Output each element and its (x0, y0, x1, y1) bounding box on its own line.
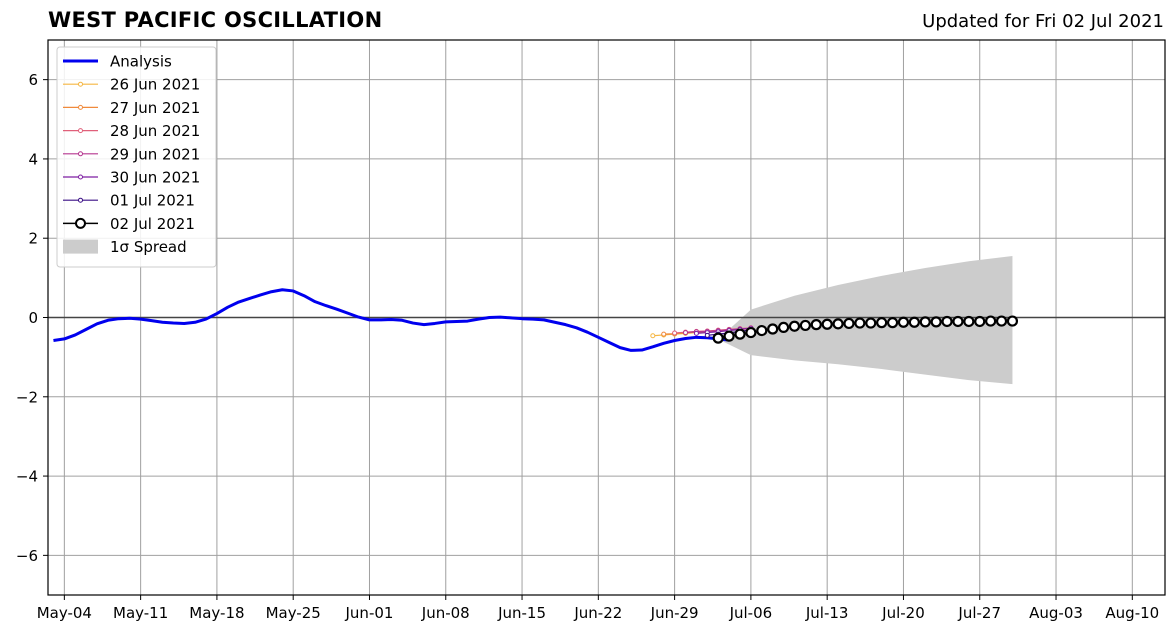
point-02-jul-2021 (712, 332, 724, 344)
legend-label: 02 Jul 2021 (110, 215, 195, 233)
legend-label: Analysis (110, 53, 172, 71)
legend-marker (78, 81, 83, 87)
point-02-jul-2021 (843, 317, 855, 330)
legend-label: 27 Jun 2021 (110, 99, 200, 117)
updated-date: Updated for Fri 02 Jul 2021 (922, 11, 1164, 32)
x-tick-label: Aug-03 (1029, 604, 1083, 622)
y-tick-label: 2 (28, 230, 38, 248)
y-tick-label: −4 (16, 468, 38, 486)
point-02-jul-2021 (865, 317, 877, 329)
point-02-jul-2021 (963, 315, 975, 328)
legend-label: 26 Jun 2021 (110, 76, 200, 94)
point-02-jul-2021 (876, 317, 888, 329)
point-02-jul-2021 (985, 315, 997, 327)
legend-swatch (63, 239, 98, 254)
legend-entry: 30 Jun 2021 (63, 169, 200, 187)
point-02-jul-2021 (810, 319, 822, 331)
legend-marker (78, 174, 83, 180)
point-02-jul-2021 (995, 315, 1008, 327)
axes: May-04 May-11 May-18 May-25 Jun-01 Jun-08 Jun-… (16, 71, 1159, 622)
x-tick-label: Jun-01 (345, 604, 394, 622)
legend-entry: 1σ Spread (63, 238, 187, 256)
point-02-jul-2021 (745, 326, 757, 339)
point-02-jul-2021 (832, 318, 844, 330)
legend: Analysis 26 Jun 2021 27 Jun 2021 28 Jun 202… (56, 46, 217, 268)
legend-entry: 28 Jun 2021 (63, 122, 200, 140)
x-tick-label: May-04 (37, 604, 92, 622)
legend-label: 1σ Spread (110, 238, 187, 256)
x-tick-label: Jun-08 (421, 604, 470, 622)
point-02-jul-2021 (930, 316, 942, 328)
point-29-jun-2021 (683, 330, 689, 336)
legend-entry: 01 Jul 2021 (63, 192, 195, 210)
point-02-jul-2021 (788, 320, 801, 332)
point-02-jul-2021 (908, 316, 920, 328)
point-02-jul-2021 (821, 318, 833, 330)
legend-label: 28 Jun 2021 (110, 122, 200, 140)
point-02-jul-2021 (941, 315, 953, 328)
x-tick-label: Jul-13 (805, 604, 849, 622)
x-tick-label: Jul-06 (729, 604, 773, 622)
legend-label: 01 Jul 2021 (110, 192, 195, 210)
point-02-jul-2021 (897, 316, 910, 328)
point-02-jul-2021 (767, 323, 779, 335)
point-02-jul-2021 (974, 315, 986, 328)
x-tick-label: Jun-15 (497, 604, 546, 622)
x-tick-label: Aug-10 (1105, 604, 1159, 622)
point-01-jul-2021 (704, 332, 710, 338)
point-26-jun-2021 (650, 333, 656, 339)
point-02-jul-2021 (799, 319, 811, 332)
x-tick-label: Jul-20 (881, 604, 925, 622)
legend-marker (75, 217, 86, 229)
legend-box (56, 46, 217, 268)
point-02-jul-2021 (723, 330, 735, 342)
x-tick-label: May-18 (189, 604, 244, 622)
legend-entry: 29 Jun 2021 (63, 145, 200, 163)
y-tick-label: 6 (28, 71, 38, 89)
legend-entry: 02 Jul 2021 (63, 215, 195, 233)
spread-band (718, 256, 1013, 385)
point-02-jul-2021 (952, 315, 964, 328)
point-02-jul-2021 (756, 324, 768, 337)
x-tick-label: May-11 (113, 604, 168, 622)
point-02-jul-2021 (919, 316, 931, 328)
point-27-jun-2021 (661, 331, 667, 337)
x-tick-label: May-25 (266, 604, 321, 622)
x-tick-label: Jun-22 (573, 604, 622, 622)
legend-entry: 26 Jun 2021 (63, 76, 200, 94)
legend-marker (78, 151, 83, 157)
plot-area (48, 256, 1165, 385)
y-tick-label: −2 (16, 388, 38, 406)
legend-label: 30 Jun 2021 (110, 169, 200, 187)
point-02-jul-2021 (777, 321, 790, 334)
point-02-jul-2021 (1006, 315, 1019, 327)
legend-label: 29 Jun 2021 (110, 145, 200, 163)
legend-entry: 27 Jun 2021 (63, 99, 200, 117)
legend-marker (78, 197, 83, 203)
chart-title: WEST PACIFIC OSCILLATION (48, 8, 383, 32)
point-02-jul-2021 (886, 317, 899, 329)
series-line-analysis (53, 288, 730, 352)
point-02-jul-2021 (854, 317, 866, 329)
x-tick-label: Jun-29 (650, 604, 699, 622)
point-30-jun-2021 (693, 330, 699, 336)
legend-entry: Analysis (63, 53, 172, 71)
legend-marker (78, 128, 83, 134)
y-tick-label: 0 (28, 309, 38, 327)
x-tick-label: Jul-27 (957, 604, 1001, 622)
y-tick-label: 4 (28, 150, 38, 168)
y-tick-label: −6 (16, 547, 38, 565)
point-02-jul-2021 (734, 328, 746, 340)
legend-marker (78, 104, 83, 110)
point-28-jun-2021 (672, 330, 678, 336)
